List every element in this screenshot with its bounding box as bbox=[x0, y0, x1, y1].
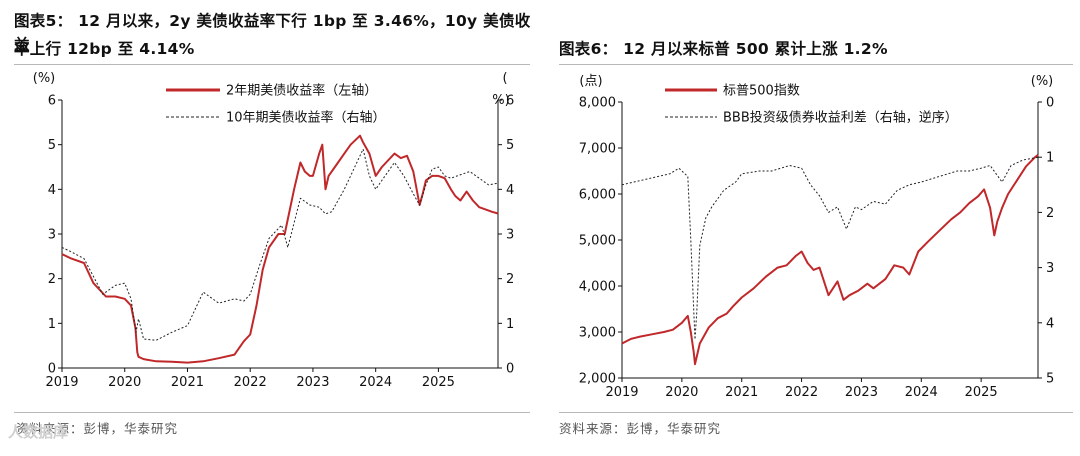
source-note-right: 资料来源：彭博，华泰研究 bbox=[559, 421, 722, 436]
chart-title-left-line2: 率上行 12bp 至 4.14% bbox=[14, 40, 195, 58]
right-xtick-label: 2022 bbox=[785, 385, 818, 400]
title-divider-right bbox=[559, 64, 1073, 65]
chart-left: 0 1 2 3 4 5 6 0 1 2 3 4 5 6 2019 2020 2021 2022 2023 2024 20… bbox=[33, 71, 515, 390]
left-xtick-label: 2023 bbox=[296, 375, 329, 390]
right-ytick-left-label: 8,000 bbox=[579, 96, 616, 111]
left-ytick-left-label: 6 bbox=[48, 94, 56, 109]
source-divider-right bbox=[559, 412, 1073, 413]
left-xtick-label: 2025 bbox=[422, 375, 455, 390]
chart-panel-right: 图表6： 12 月以来标普 500 累计上涨 1.2% 2,000 3,000 4,… bbox=[545, 0, 1080, 456]
left-xtick-label: 2022 bbox=[234, 375, 267, 390]
right-legend-label-1: 标普500指数 bbox=[723, 84, 800, 99]
left-legend-label-1: 2年期美债收益率（左轴） bbox=[226, 83, 377, 99]
left-unit-left: (%) bbox=[33, 71, 56, 86]
chart-title-right: 图表6： 12 月以来标普 500 累计上涨 1.2% bbox=[559, 40, 888, 58]
left-series-line-2 bbox=[61, 148, 499, 341]
right-ytick-right-label: 2 bbox=[1046, 206, 1054, 221]
right-legend-label-2: BBB投资级债券收益利差（右轴，逆序） bbox=[723, 110, 958, 126]
left-ytick-right-label: 4 bbox=[506, 183, 514, 198]
right-ytick-left-label: 4,000 bbox=[579, 280, 616, 295]
left-ytick-left-label: 3 bbox=[48, 228, 56, 243]
chart-panel-left: 图表5： 12 月以来，2y 美债收益率下行 1bp 至 3.46%，10y 美… bbox=[14, 12, 531, 436]
right-series-line-2 bbox=[621, 156, 1039, 340]
right-ytick-right-label: 4 bbox=[1046, 316, 1054, 331]
right-xtick-label: 2021 bbox=[725, 385, 758, 400]
title-divider-left bbox=[14, 64, 530, 65]
right-xtick-label: 2019 bbox=[605, 385, 638, 400]
left-ytick-right-label: 0 bbox=[506, 362, 514, 377]
right-xtick-label: 2020 bbox=[665, 385, 698, 400]
left-xtick-label: 2020 bbox=[108, 375, 141, 390]
left-ytick-right-label: 3 bbox=[506, 228, 514, 243]
right-unit-right: (%) bbox=[1031, 74, 1054, 89]
left-xtick-label: 2021 bbox=[171, 375, 204, 390]
left-ytick-right-label: 6 bbox=[506, 94, 514, 109]
left-unit-right-bottom: %) bbox=[492, 93, 509, 108]
right-ytick-left-label: 3,000 bbox=[579, 326, 616, 341]
left-ytick-right-label: 5 bbox=[506, 138, 514, 153]
left-ytick-left-label: 4 bbox=[48, 183, 56, 198]
source-note-left: 资料来源：彭博，华泰研究 bbox=[16, 421, 179, 436]
left-unit-right-top: ( bbox=[502, 71, 507, 86]
left-series-line-1 bbox=[61, 134, 499, 364]
right-ytick-left-label: 7,000 bbox=[579, 142, 616, 157]
source-divider-left bbox=[14, 412, 530, 413]
right-ytick-right-label: 5 bbox=[1046, 372, 1054, 387]
left-ytick-left-label: 0 bbox=[48, 362, 56, 377]
left-ytick-right-label: 1 bbox=[506, 317, 514, 332]
right-ytick-right-label: 3 bbox=[1046, 261, 1054, 276]
right-ytick-left-label: 2,000 bbox=[579, 372, 616, 387]
left-xtick-label: 2019 bbox=[45, 375, 78, 390]
right-ytick-right-label: 1 bbox=[1046, 151, 1054, 166]
right-xtick-label: 2024 bbox=[905, 385, 938, 400]
left-ytick-left-label: 1 bbox=[48, 317, 56, 332]
left-ytick-right-label: 2 bbox=[506, 272, 514, 287]
right-ytick-left-label: 5,000 bbox=[579, 234, 616, 249]
right-xtick-label: 2023 bbox=[845, 385, 878, 400]
right-xtick-label: 2025 bbox=[965, 385, 998, 400]
watermark-text: 人数据库 bbox=[8, 423, 69, 441]
left-ytick-left-label: 5 bbox=[48, 138, 56, 153]
right-ytick-right-label: 0 bbox=[1046, 96, 1054, 111]
chart-right: 2,000 3,000 4,000 5,000 6,000 7,000 8,000 0 1 2 3 4… bbox=[579, 74, 1055, 400]
left-legend-label-2: 10年期美债收益率（右轴） bbox=[226, 110, 386, 126]
chart-title-left-line1: 图表5： 12 月以来，2y 美债收益率下行 1bp 至 3.46%，10y 美… bbox=[14, 12, 531, 54]
right-unit-left: (点) bbox=[579, 74, 602, 89]
left-ytick-left-label: 2 bbox=[48, 272, 56, 287]
left-xtick-label: 2024 bbox=[359, 375, 392, 390]
right-ytick-left-label: 6,000 bbox=[579, 188, 616, 203]
right-series-line-1 bbox=[621, 154, 1039, 366]
